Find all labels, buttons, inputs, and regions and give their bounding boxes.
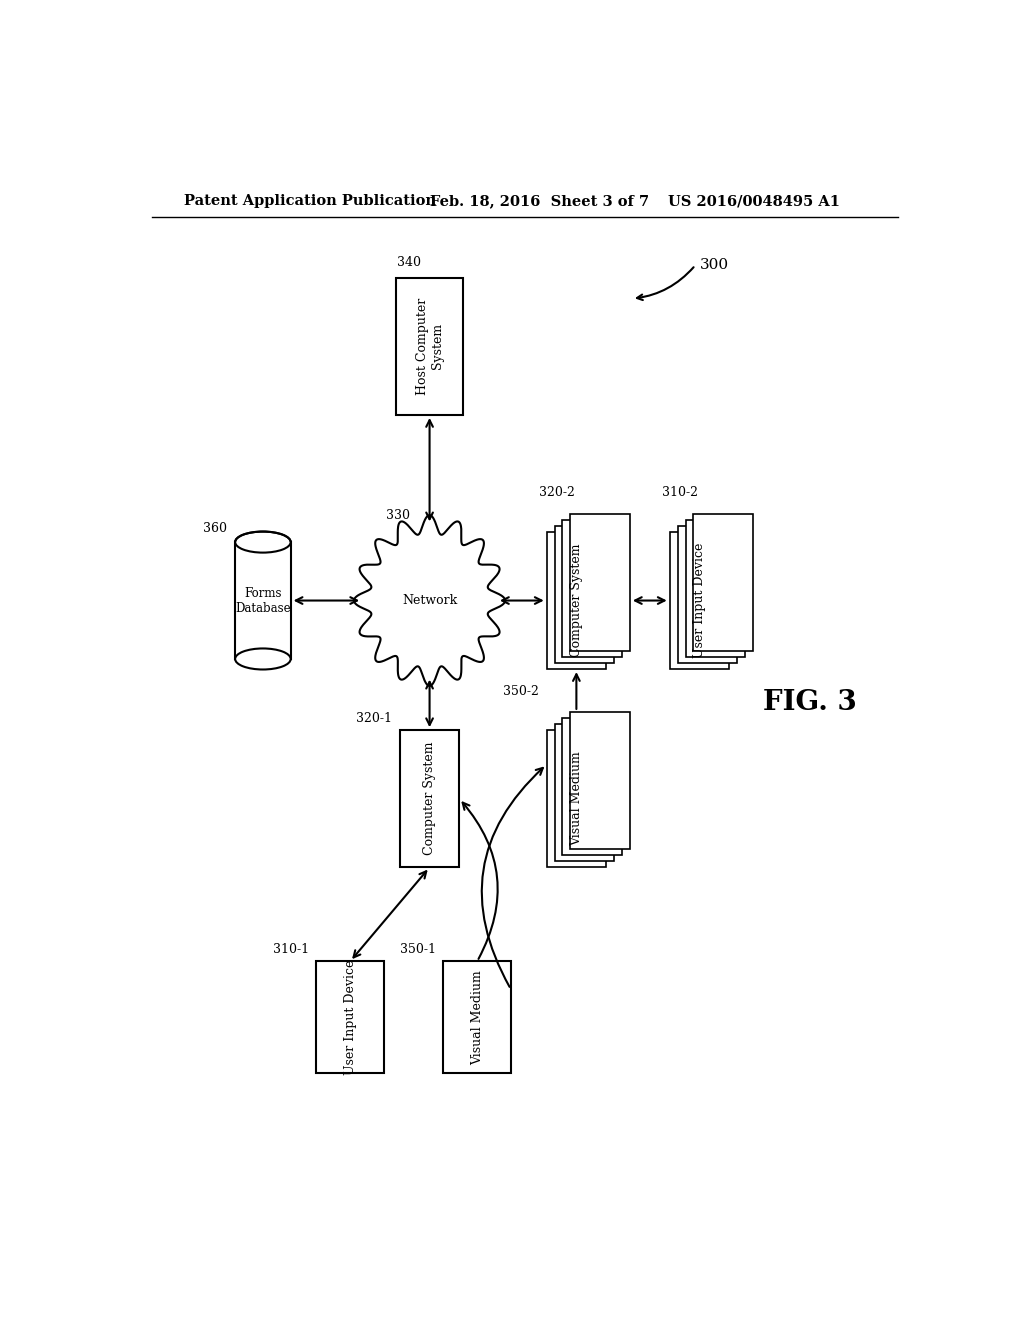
FancyBboxPatch shape <box>678 525 737 663</box>
FancyBboxPatch shape <box>236 543 291 659</box>
FancyBboxPatch shape <box>399 730 460 867</box>
Text: 350-2: 350-2 <box>503 685 539 697</box>
Text: Visual Medium: Visual Medium <box>471 970 483 1065</box>
FancyBboxPatch shape <box>396 277 463 414</box>
Text: 330: 330 <box>386 510 410 523</box>
Text: Computer System: Computer System <box>423 742 436 855</box>
Text: Network: Network <box>402 594 457 607</box>
Ellipse shape <box>236 648 291 669</box>
Text: 350-1: 350-1 <box>399 944 436 956</box>
FancyBboxPatch shape <box>562 520 622 657</box>
FancyBboxPatch shape <box>562 718 622 855</box>
FancyBboxPatch shape <box>443 961 511 1073</box>
Text: 320-2: 320-2 <box>539 486 574 499</box>
Text: 340: 340 <box>397 256 422 269</box>
Text: 300: 300 <box>699 259 728 272</box>
FancyBboxPatch shape <box>570 711 630 849</box>
FancyBboxPatch shape <box>570 513 630 651</box>
Text: 310-2: 310-2 <box>662 486 697 499</box>
FancyBboxPatch shape <box>547 532 606 669</box>
FancyBboxPatch shape <box>547 730 606 867</box>
Text: Visual Medium: Visual Medium <box>570 751 583 846</box>
Text: Computer System: Computer System <box>570 544 583 657</box>
FancyBboxPatch shape <box>693 513 753 651</box>
Text: User Input Device: User Input Device <box>693 543 706 659</box>
Polygon shape <box>354 515 505 686</box>
Ellipse shape <box>236 532 291 553</box>
FancyBboxPatch shape <box>685 520 745 657</box>
Text: 360: 360 <box>204 521 227 535</box>
Text: Patent Application Publication: Patent Application Publication <box>183 194 435 209</box>
Text: User Input Device: User Input Device <box>344 960 356 1074</box>
FancyBboxPatch shape <box>555 525 614 663</box>
Text: 320-1: 320-1 <box>356 711 392 725</box>
FancyBboxPatch shape <box>316 961 384 1073</box>
Text: US 2016/0048495 A1: US 2016/0048495 A1 <box>668 194 840 209</box>
Text: Forms
Database: Forms Database <box>236 586 291 615</box>
Text: Feb. 18, 2016  Sheet 3 of 7: Feb. 18, 2016 Sheet 3 of 7 <box>430 194 648 209</box>
Text: Host Computer
System: Host Computer System <box>416 298 443 395</box>
Text: 310-1: 310-1 <box>272 944 309 956</box>
FancyBboxPatch shape <box>670 532 729 669</box>
FancyBboxPatch shape <box>555 725 614 861</box>
Text: FIG. 3: FIG. 3 <box>763 689 857 715</box>
